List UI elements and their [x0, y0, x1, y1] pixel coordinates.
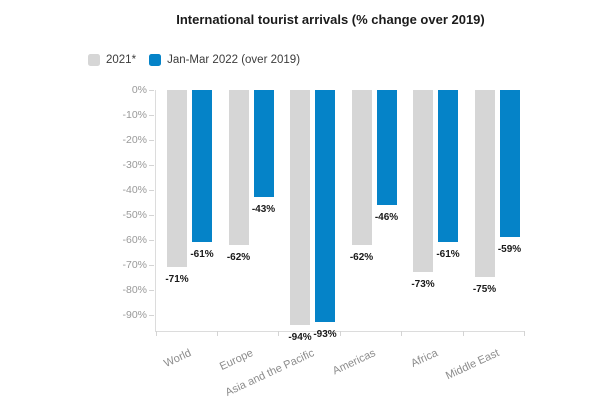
- bar-jan-mar-2022: [315, 90, 335, 323]
- x-axis-tick-mark: [524, 331, 525, 336]
- y-axis-tick-mark: [149, 214, 154, 216]
- y-axis: 0% -10% -20% -30% -40% -50% -60% -70% -80% -90%: [0, 85, 155, 331]
- bar-value-label: -73%: [411, 279, 435, 291]
- y-axis-tick-label: -90%: [122, 308, 147, 321]
- y-axis-tick-mark: [149, 264, 154, 266]
- legend-swatch-jan-mar-2022: [149, 54, 162, 66]
- x-axis-tick-mark: [401, 331, 402, 336]
- legend-item-jan-mar-2022: Jan-Mar 2022 (over 2019): [149, 54, 300, 66]
- x-axis-category-label: Americas: [331, 347, 378, 378]
- bar-value-label: -62%: [349, 251, 374, 263]
- bar-value-label: -61%: [436, 249, 460, 261]
- x-axis-category-label: Asia and the Pacific: [223, 347, 317, 399]
- bar-2021: [167, 90, 187, 268]
- x-axis-category-label: World: [162, 347, 194, 371]
- bar-value-label: -61%: [190, 249, 214, 261]
- bar-value-label: -43%: [251, 204, 276, 216]
- bar-2021: [474, 90, 495, 278]
- y-axis-tick-label: 0%: [131, 83, 147, 96]
- x-axis-category-label: Europe: [217, 347, 255, 373]
- bar-value-label: -59%: [497, 244, 522, 256]
- bar-2021: [351, 90, 372, 245]
- bar-jan-mar-2022: [376, 90, 397, 205]
- y-axis-tick-mark: [149, 314, 154, 316]
- y-axis-tick-mark: [149, 164, 154, 166]
- y-axis-tick-label: -80%: [122, 283, 147, 296]
- legend-swatch-2021: [88, 54, 100, 66]
- y-axis-tick-label: -50%: [122, 208, 147, 221]
- bar-value-label: -94%: [288, 331, 312, 343]
- x-axis-tick-mark: [462, 331, 464, 336]
- bar-value-label: -62%: [226, 251, 251, 263]
- bar-2021: [228, 90, 249, 245]
- y-axis-tick-label: -10%: [122, 108, 147, 121]
- chart-title: International tourist arrivals (% change…: [176, 12, 485, 27]
- plot-area: -71% -61% -62% -43% -94% -93% -62% -46% -73% -61%…: [155, 90, 525, 342]
- y-axis-tick-label: -60%: [122, 233, 147, 246]
- x-axis-tick-mark: [156, 331, 157, 336]
- bar-2021: [413, 90, 433, 273]
- y-axis-tick-label: -20%: [122, 133, 147, 146]
- y-axis-tick-mark: [149, 289, 154, 291]
- bar-jan-mar-2022: [499, 90, 520, 238]
- y-axis-tick-mark: [149, 90, 154, 91]
- bar-value-label: -93%: [313, 329, 337, 341]
- bar-value-label: -46%: [374, 211, 399, 223]
- x-axis-category-label: Africa: [408, 347, 440, 370]
- bar-jan-mar-2022: [253, 90, 274, 198]
- y-axis-tick-mark: [149, 189, 154, 191]
- x-axis-tick-mark: [339, 331, 341, 336]
- bar-value-label: -75%: [472, 284, 497, 296]
- x-axis-tick-mark: [216, 331, 218, 336]
- y-axis-tick-mark: [149, 239, 154, 241]
- bar-2021: [290, 90, 310, 325]
- bar-value-label: -71%: [165, 274, 189, 286]
- y-axis-tick-label: -70%: [122, 258, 147, 271]
- y-axis-tick-mark: [149, 114, 154, 116]
- x-axis-category-label: Middle East: [443, 347, 501, 383]
- legend-label-jan-mar-2022: Jan-Mar 2022 (over 2019): [167, 54, 301, 66]
- y-axis-tick-label: -30%: [122, 158, 147, 171]
- x-axis-tick-mark: [278, 331, 279, 336]
- legend: 2021* Jan-Mar 2022 (over 2019): [88, 54, 300, 66]
- legend-label-2021: 2021*: [106, 54, 137, 66]
- bar-jan-mar-2022: [438, 90, 458, 243]
- y-axis-tick-label: -40%: [122, 183, 147, 196]
- legend-item-2021: 2021*: [88, 54, 136, 66]
- bar-jan-mar-2022: [192, 90, 212, 243]
- y-axis-tick-mark: [149, 139, 154, 141]
